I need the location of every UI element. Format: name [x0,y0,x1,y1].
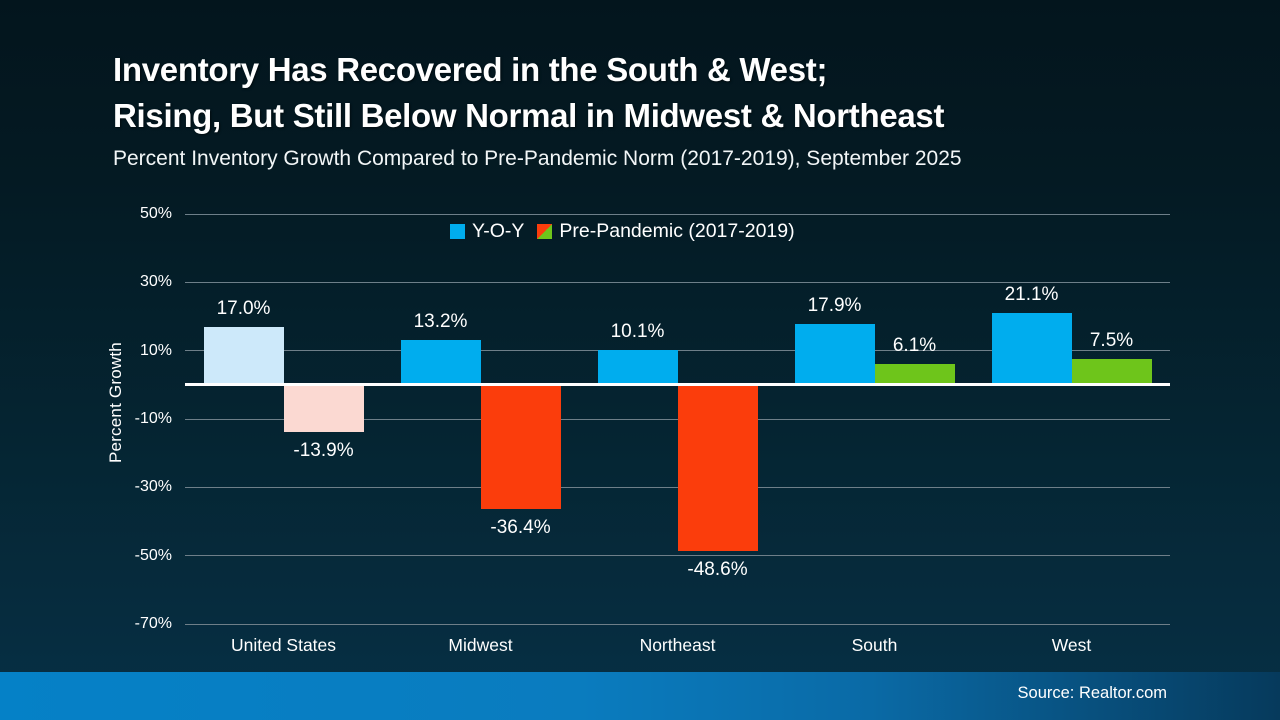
value-label-pre-pandemic-2017-2019-midwest: -36.4% [490,517,551,539]
chart-subtitle: Percent Inventory Growth Compared to Pre… [113,147,962,170]
value-label-pre-pandemic-2017-2019-united-states: -13.9% [293,440,354,462]
x-category-label-west: West [1051,635,1092,655]
x-category-label-south: South [851,635,898,655]
y-tick-label: -70% [134,615,172,632]
y-axis-tick-labels: 50% 30% 10% -10% -30% -50% -70% [0,0,172,720]
legend-swatch-prepandemic-icon [537,224,553,239]
value-label-y-o-y-west: 21.1% [1004,283,1059,305]
x-category-label-united-states: United States [230,635,337,655]
gridline-50 [185,213,1170,215]
bar-y-o-y-united-states [203,326,284,385]
gridline--70 [185,623,1170,625]
value-label-y-o-y-northeast: 10.1% [610,321,665,343]
bar-pre-pandemic-2017-2019-northeast [677,384,758,551]
gridline-30 [185,281,1170,283]
value-label-y-o-y-midwest: 13.2% [413,310,468,332]
value-label-y-o-y-united-states: 17.0% [216,297,271,319]
chart-title-line1: Inventory Has Recovered in the South & W… [113,51,828,88]
y-tick-label: 30% [139,273,172,291]
legend-label-yoy: Y-O-Y [472,220,525,242]
y-tick-label: -30% [134,478,172,496]
chart-title: Inventory Has Recovered in the South & W… [113,47,944,139]
value-label-pre-pandemic-2017-2019-south: 6.1% [892,335,937,356]
footer-bar: Source: Realtor.com [0,672,1280,720]
y-tick-label: -50% [134,546,172,564]
bar-y-o-y-northeast [597,350,678,385]
chart-plot-area: 17.0% 13.2% 10.1% 17.9% 21.1% -13.9% -36.4% -48… [185,213,1170,655]
y-tick-label: -10% [134,410,172,427]
y-tick-label: 50% [139,205,172,222]
legend-swatch-yoy-icon [450,224,465,239]
gridline-10 [185,350,1170,352]
legend-label-prepandemic: Pre-Pandemic (2017-2019) [559,220,795,242]
bar-y-o-y-midwest [400,339,481,385]
bar-y-o-y-west [991,312,1072,385]
bar-y-o-y-south [794,323,875,385]
x-category-label-northeast: Northeast [639,635,716,655]
bar-pre-pandemic-2017-2019-midwest [480,384,561,510]
value-label-pre-pandemic-2017-2019-northeast: -48.6% [687,558,748,580]
legend-item-prepandemic: Pre-Pandemic (2017-2019) [537,220,795,243]
chart-title-line2: Rising, But Still Below Normal in Midwes… [113,97,945,134]
value-label-y-o-y-south: 17.9% [807,294,862,316]
value-label-pre-pandemic-2017-2019-west: 7.5% [1089,330,1134,352]
bar-pre-pandemic-2017-2019-west [1071,359,1152,385]
gridline--50 [185,555,1170,557]
bar-pre-pandemic-2017-2019-united-states [283,384,364,433]
source-credit: Source: Realtor.com [1017,684,1167,702]
legend-item-yoy: Y-O-Y [450,220,524,243]
bar-pre-pandemic-2017-2019-south [874,363,955,385]
chart-legend: Y-O-Y Pre-Pandemic (2017-2019) [450,220,795,243]
y-tick-label: 10% [139,341,172,359]
zero-axis-line [185,383,1170,387]
x-category-label-midwest: Midwest [448,635,513,655]
